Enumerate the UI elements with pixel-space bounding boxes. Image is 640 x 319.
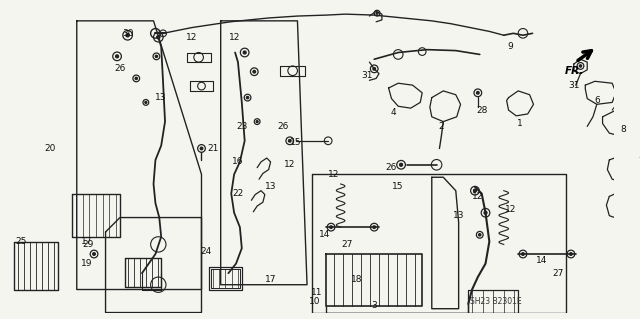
Text: 6: 6 [594, 96, 600, 105]
Circle shape [474, 189, 476, 192]
Circle shape [156, 55, 157, 57]
Circle shape [570, 253, 572, 255]
Circle shape [477, 92, 479, 94]
Text: 31: 31 [568, 81, 580, 90]
Circle shape [116, 55, 118, 58]
Text: 17: 17 [81, 237, 92, 246]
Text: 18: 18 [351, 275, 363, 285]
Text: 28: 28 [476, 106, 488, 115]
Text: SH23 B2301E: SH23 B2301E [470, 298, 522, 307]
Circle shape [256, 121, 258, 122]
Text: 26: 26 [277, 122, 289, 131]
Text: 12: 12 [328, 170, 340, 179]
Text: 12: 12 [472, 192, 484, 201]
Text: FR.: FR. [565, 66, 584, 76]
Circle shape [135, 77, 138, 80]
Text: 13: 13 [156, 93, 167, 102]
Text: 23: 23 [236, 122, 248, 131]
Circle shape [522, 253, 524, 255]
Text: 14: 14 [319, 230, 330, 239]
Circle shape [93, 253, 95, 255]
Text: 5: 5 [638, 151, 640, 160]
Text: 15: 15 [392, 182, 404, 191]
Circle shape [253, 70, 255, 73]
Text: 27: 27 [342, 240, 353, 249]
Circle shape [579, 65, 582, 67]
Text: 19: 19 [81, 259, 92, 268]
Text: 26: 26 [386, 163, 397, 172]
Text: 4: 4 [390, 108, 396, 116]
Text: 26: 26 [115, 64, 125, 73]
Text: 12: 12 [284, 160, 296, 169]
Circle shape [484, 211, 487, 214]
Text: 20: 20 [44, 144, 56, 153]
Circle shape [373, 68, 376, 70]
Circle shape [243, 51, 246, 54]
Text: 15: 15 [290, 138, 301, 147]
Text: 24: 24 [201, 247, 212, 256]
Text: 1: 1 [517, 119, 523, 128]
Circle shape [200, 147, 203, 150]
Text: 9: 9 [508, 42, 513, 51]
Text: 3: 3 [371, 301, 377, 310]
Text: 21: 21 [207, 144, 219, 153]
Text: 14: 14 [536, 256, 548, 265]
Text: 30: 30 [122, 29, 133, 38]
Circle shape [126, 33, 129, 37]
Text: 8: 8 [621, 125, 627, 134]
Text: 13: 13 [265, 182, 276, 191]
Text: 12: 12 [229, 33, 241, 42]
Text: 2: 2 [438, 122, 444, 131]
Text: 31: 31 [361, 71, 372, 80]
Text: 12: 12 [186, 33, 198, 42]
Text: 17: 17 [265, 275, 276, 285]
Circle shape [479, 234, 481, 236]
Circle shape [376, 12, 378, 14]
Circle shape [399, 163, 403, 166]
Circle shape [157, 35, 160, 39]
Text: 12: 12 [505, 205, 516, 214]
Text: 10: 10 [309, 298, 321, 307]
Circle shape [289, 139, 291, 142]
Circle shape [145, 101, 147, 103]
Text: 13: 13 [453, 211, 465, 220]
Circle shape [246, 96, 249, 99]
Text: 29: 29 [83, 240, 94, 249]
Text: 27: 27 [553, 269, 564, 278]
Circle shape [373, 226, 376, 228]
Text: 16: 16 [232, 157, 244, 167]
Text: 22: 22 [232, 189, 244, 198]
Text: 11: 11 [311, 288, 323, 297]
Text: 25: 25 [15, 237, 27, 246]
Circle shape [330, 226, 332, 228]
